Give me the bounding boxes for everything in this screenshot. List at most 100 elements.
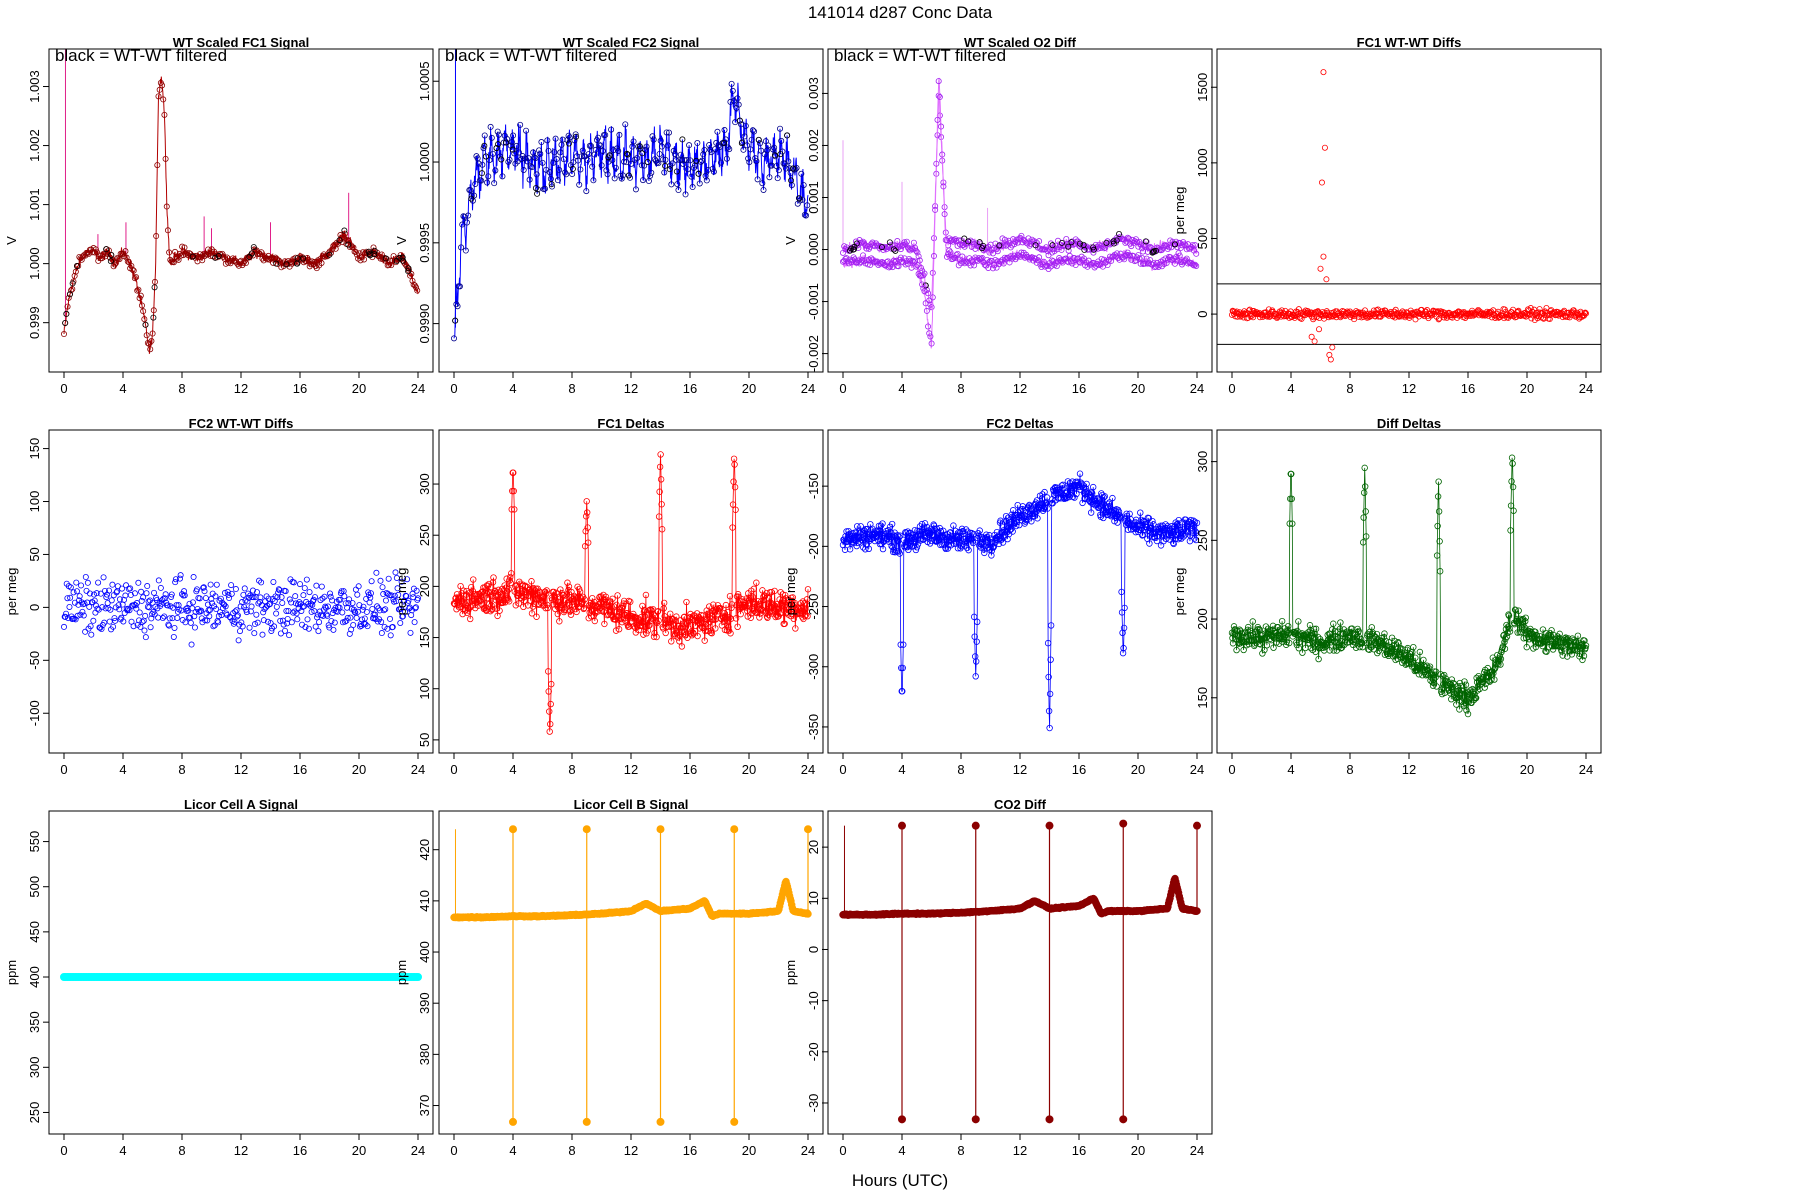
- signal-point: [128, 262, 135, 269]
- filtered-point: [393, 257, 400, 264]
- filtered-point: [481, 142, 488, 149]
- delta-point: [630, 622, 637, 630]
- scatter-point: [347, 614, 354, 621]
- filtered-point: [532, 185, 539, 192]
- delta-point: [1013, 522, 1020, 530]
- signal-point: [915, 253, 922, 260]
- signal-point: [897, 254, 904, 261]
- x-tick-label: 12: [1402, 762, 1416, 777]
- filter-note: black = WT-WT filtered: [834, 46, 1006, 65]
- signal-point: [64, 303, 71, 310]
- y-axis-label: V: [4, 236, 19, 245]
- scatter-point: [363, 595, 370, 602]
- delta-point: [787, 601, 794, 608]
- delta-point: [680, 620, 687, 627]
- scatter-point: [249, 587, 256, 594]
- delta-point: [1167, 531, 1175, 539]
- filtered-point: [625, 172, 632, 179]
- delta-point: [732, 506, 739, 513]
- delta-point: [489, 579, 497, 586]
- x-tick-label: 20: [352, 762, 366, 777]
- delta-point: [1433, 552, 1441, 559]
- signal-point: [922, 300, 929, 307]
- scatter-point: [243, 609, 250, 616]
- signal-point: [689, 184, 696, 191]
- delta-point: [1185, 528, 1192, 536]
- signal-point: [742, 122, 749, 129]
- delta-point: [969, 539, 977, 547]
- delta-point: [1509, 483, 1517, 491]
- delta-point: [504, 596, 512, 603]
- signal-point: [589, 163, 596, 170]
- signal-point: [556, 166, 563, 173]
- delta-point: [1330, 647, 1337, 654]
- delta-point: [1503, 633, 1511, 640]
- scatter-point: [162, 591, 169, 598]
- signal-point: [598, 162, 605, 169]
- scatter-point: [292, 593, 299, 600]
- scatter-point: [125, 605, 132, 612]
- filtered-point: [405, 265, 412, 272]
- scatter-point: [210, 623, 217, 630]
- filtered-point: [1116, 230, 1123, 237]
- delta-point: [471, 590, 478, 598]
- signal-point: [129, 266, 136, 273]
- outlier-point: [1320, 253, 1327, 260]
- scatter-point: [157, 584, 164, 591]
- delta-point: [701, 637, 708, 644]
- filtered-point: [1110, 240, 1117, 247]
- delta-point: [1087, 509, 1095, 516]
- filtered-point: [69, 280, 76, 287]
- delta-point: [1433, 683, 1440, 690]
- signal-point: [1174, 257, 1181, 264]
- delta-point: [1352, 644, 1360, 651]
- signal-point: [515, 149, 522, 156]
- filtered-point: [336, 237, 343, 244]
- signal-point: [560, 156, 567, 163]
- signal-point: [388, 262, 395, 269]
- delta-point: [1550, 631, 1557, 639]
- scatter-point: [393, 574, 400, 581]
- signal-point: [1137, 241, 1144, 248]
- delta-point: [1083, 480, 1090, 488]
- scatter-point: [170, 633, 177, 640]
- scatter-point: [411, 619, 418, 626]
- delta-point: [1285, 622, 1292, 630]
- delta-point: [1436, 538, 1443, 545]
- data-layer: [839, 470, 1201, 732]
- scatter-point: [97, 590, 104, 597]
- delta-point: [725, 623, 732, 631]
- delta-point: [904, 528, 912, 535]
- delta-point: [1019, 505, 1026, 513]
- outlier-point: [1327, 356, 1334, 363]
- scatter-point: [318, 583, 325, 590]
- delta-point: [515, 600, 523, 607]
- delta-point: [657, 476, 665, 483]
- delta-line: [842, 473, 1198, 729]
- filtered-point: [1153, 247, 1160, 254]
- delta-point: [732, 615, 740, 622]
- filtered-point: [695, 170, 702, 177]
- filtered-point: [755, 136, 762, 143]
- delta-point: [1407, 650, 1414, 658]
- scatter-point: [106, 587, 113, 594]
- signal-point: [595, 134, 602, 141]
- signal-point: [766, 174, 773, 181]
- x-tick-label: 16: [1461, 762, 1475, 777]
- scatter-point: [145, 598, 152, 605]
- scatter-point: [228, 590, 235, 597]
- page-title: 141014 d287 Conc Data: [807, 3, 993, 22]
- delta-point: [1149, 517, 1156, 525]
- signal-point: [759, 180, 766, 187]
- x-tick-label: 20: [1131, 762, 1145, 777]
- signal-point: [1072, 262, 1079, 269]
- delta-point: [1117, 515, 1125, 522]
- scatter-point: [412, 604, 419, 611]
- signal-point: [774, 175, 781, 182]
- filtered-point: [1058, 239, 1065, 246]
- delta-point: [1515, 607, 1522, 614]
- signal-point: [673, 157, 680, 164]
- signal-point: [615, 147, 622, 154]
- signal-point: [160, 96, 167, 103]
- signal-point: [508, 138, 515, 145]
